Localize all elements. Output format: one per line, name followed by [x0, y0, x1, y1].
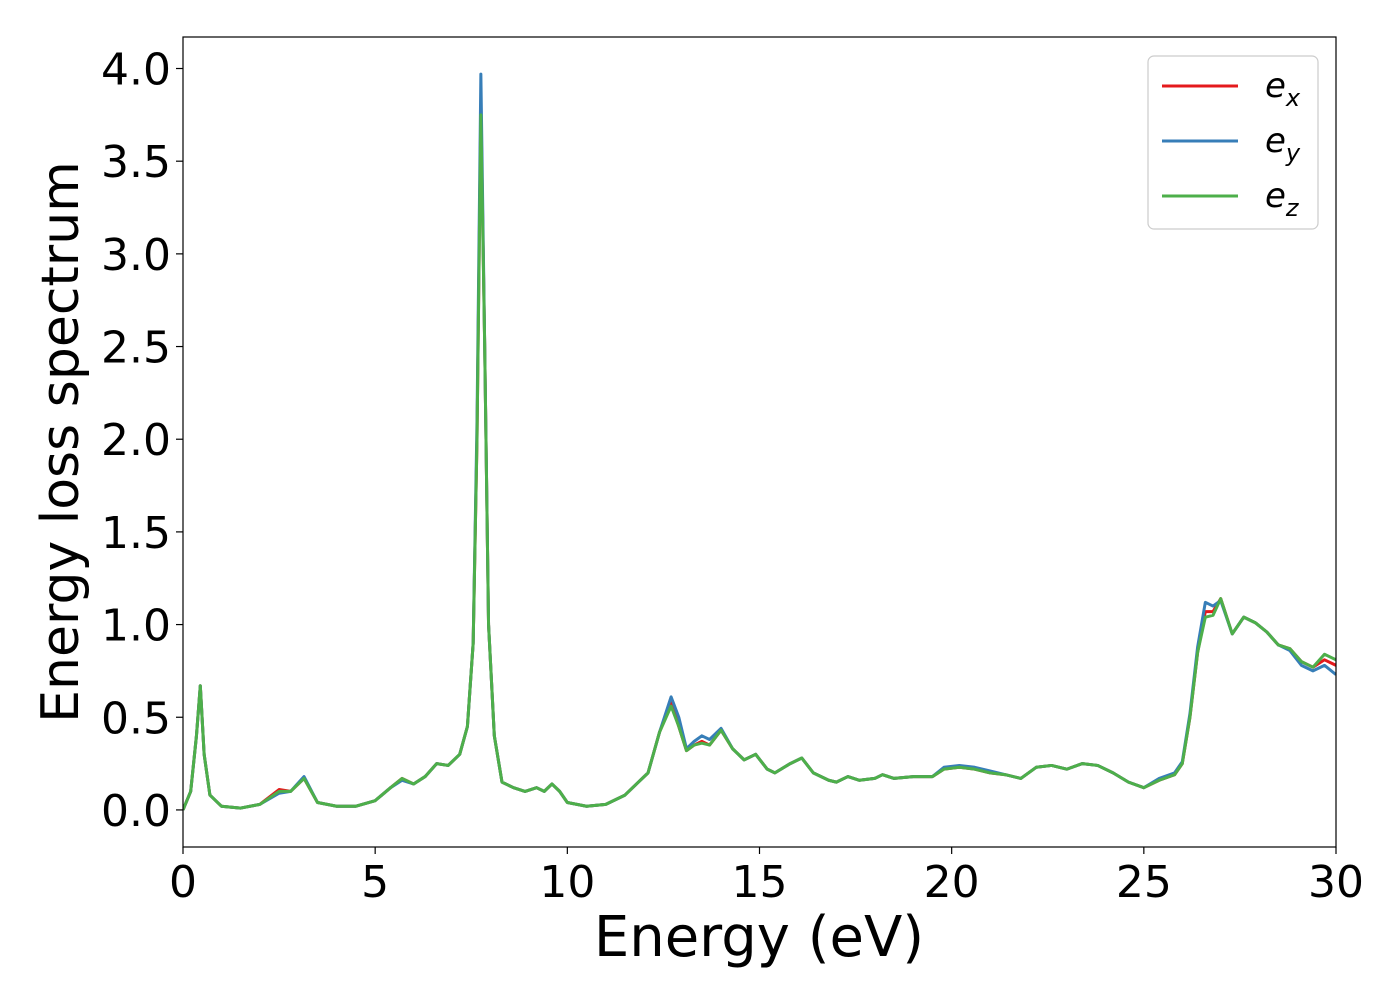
y-tick-label: 0.5	[101, 693, 171, 744]
x-tick-label: 20	[924, 857, 980, 908]
y-axis-label: Energy loss spectrum	[31, 161, 91, 723]
y-tick-label: 4.0	[101, 45, 171, 96]
y-tick-label: 1.5	[101, 508, 171, 559]
y-tick-label: 1.0	[101, 601, 171, 652]
x-tick-label: 25	[1116, 857, 1172, 908]
legend-label: ex	[1265, 66, 1301, 112]
x-tick-label: 5	[361, 857, 389, 908]
x-axis-label: Energy (eV)	[594, 905, 924, 970]
plot-lines	[183, 72, 1336, 811]
legend-label: ey	[1265, 121, 1301, 167]
y-tick-label: 2.0	[101, 415, 171, 466]
y-tick-label: 0.0	[101, 786, 171, 837]
series-line	[183, 113, 1336, 811]
x-tick-label: 0	[169, 857, 197, 908]
x-tick-label: 15	[732, 857, 788, 908]
legend-label: ez	[1265, 176, 1300, 222]
y-tick-label: 2.5	[101, 323, 171, 374]
y-tick-label: 3.5	[101, 137, 171, 188]
y-tick-label: 3.0	[101, 230, 171, 281]
x-tick-label: 30	[1308, 857, 1364, 908]
x-tick-label: 10	[539, 857, 595, 908]
